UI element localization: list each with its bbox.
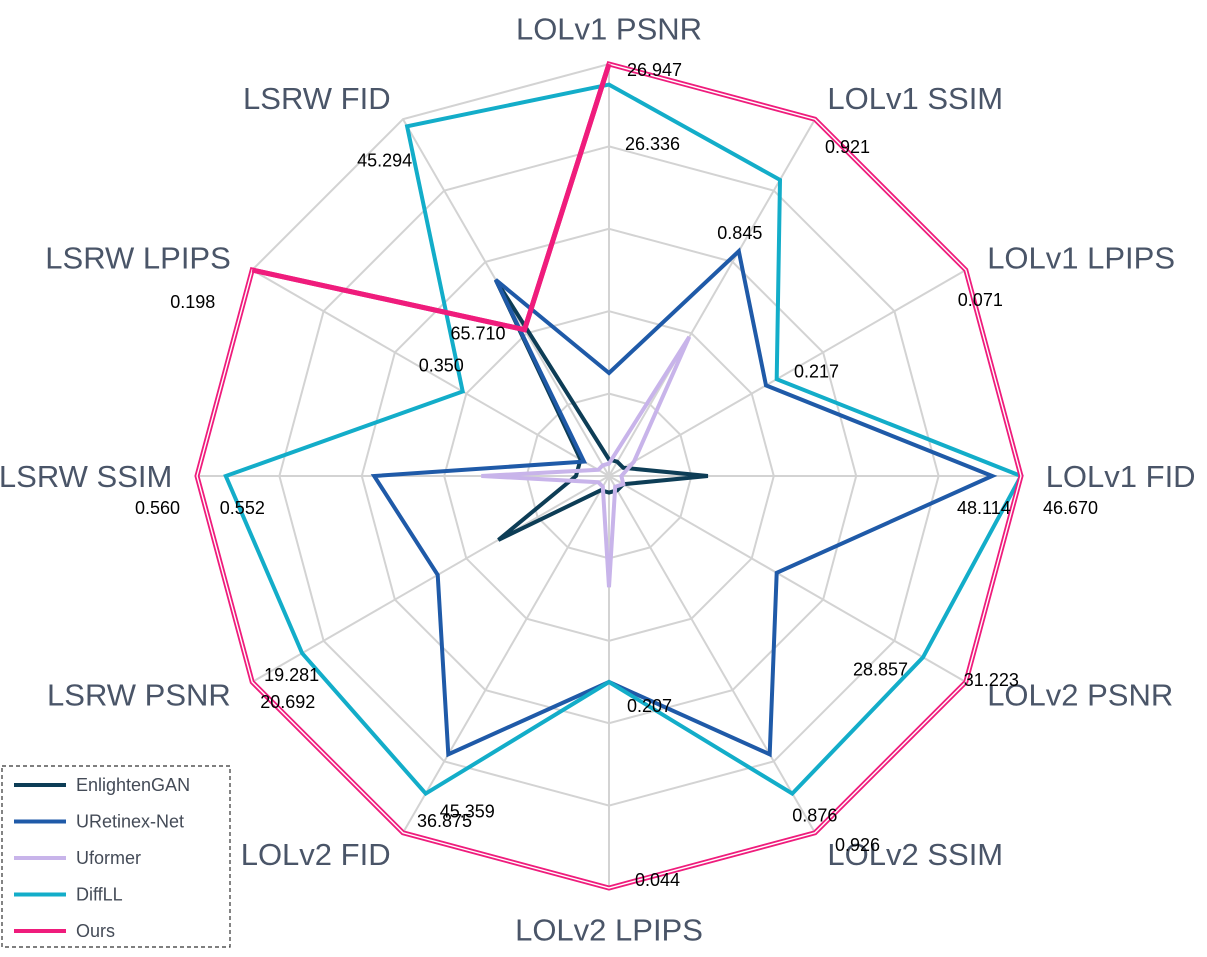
- value-label: 31.223: [964, 670, 1019, 690]
- value-label: 20.692: [260, 692, 315, 712]
- axis-label: LSRW SSIM: [0, 459, 172, 494]
- value-label: 36.875: [417, 811, 472, 831]
- value-label: 28.857: [853, 659, 908, 679]
- series-line-uformer: [481, 335, 692, 588]
- value-label: 0.552: [220, 498, 265, 518]
- legend-label: EnlightenGAN: [76, 775, 190, 795]
- grid-spoke: [402, 475, 610, 834]
- value-label: 0.071: [958, 290, 1003, 310]
- legend-label: DiffLL: [76, 885, 123, 905]
- legend: EnlightenGAN URetinex-Net Uformer DiffLL Our…: [1, 765, 231, 948]
- value-label: 0.217: [794, 361, 839, 381]
- value-label: 46.670: [1043, 498, 1098, 518]
- legend-label: URetinex-Net: [76, 812, 184, 832]
- value-label: 0.926: [835, 835, 880, 855]
- axis-labels: LOLv1 PSNR LOLv1 SSIM LOLv1 LPIPS LOLv1 FID…: [0, 11, 1196, 947]
- axis-label: LOLv1 FID: [1046, 459, 1196, 494]
- value-labels: 26.947 26.336 0.921 0.845 0.071 0.217 46.670 48…: [135, 60, 1098, 890]
- axis-label: LSRW FID: [243, 81, 391, 116]
- value-label: 0.560: [135, 498, 180, 518]
- value-label: 0.876: [792, 806, 837, 826]
- axis-label: LOLv1 LPIPS: [987, 241, 1175, 276]
- value-label: 45.359: [440, 802, 495, 822]
- axis-label: LOLv2 FID: [241, 837, 391, 872]
- legend-label: Uformer: [76, 848, 141, 868]
- grid-spoke: [608, 475, 967, 683]
- grid: [195, 62, 1023, 890]
- value-label: 0.044: [635, 870, 680, 890]
- axis-label: LOLv2 LPIPS: [515, 913, 703, 948]
- grid-spoke: [608, 269, 967, 477]
- value-label: 26.947: [627, 60, 682, 80]
- value-label: 0.207: [627, 696, 672, 716]
- grid-spoke: [608, 118, 816, 477]
- axis-label: LOLv2 SSIM: [827, 837, 1003, 872]
- legend-label: Ours: [76, 921, 115, 941]
- axis-label: LOLv1 SSIM: [827, 81, 1003, 116]
- value-label: 0.845: [717, 223, 762, 243]
- axis-label: LOLv2 PSNR: [987, 677, 1173, 712]
- value-label: 0.921: [825, 137, 870, 157]
- grid-spoke: [608, 475, 816, 834]
- value-label: 65.710: [451, 324, 506, 344]
- value-label: 26.336: [625, 134, 680, 154]
- axis-label: LOLv1 PSNR: [516, 11, 702, 46]
- axis-label: LSRW PSNR: [47, 677, 231, 712]
- series-line-enlightengan: [493, 278, 709, 542]
- value-label: 0.198: [170, 292, 215, 312]
- grid-spoke: [251, 475, 610, 683]
- axis-label: LSRW LPIPS: [45, 241, 231, 276]
- series-line-diffll: [223, 82, 1024, 797]
- value-label: 45.294: [357, 150, 412, 170]
- value-label: 0.350: [419, 356, 464, 376]
- value-label: 19.281: [264, 665, 319, 685]
- grid-spoke: [251, 269, 610, 477]
- series-layer: [194, 60, 1024, 891]
- value-label: 48.114: [957, 498, 1011, 518]
- series-line-ours-highlight: [251, 63, 612, 333]
